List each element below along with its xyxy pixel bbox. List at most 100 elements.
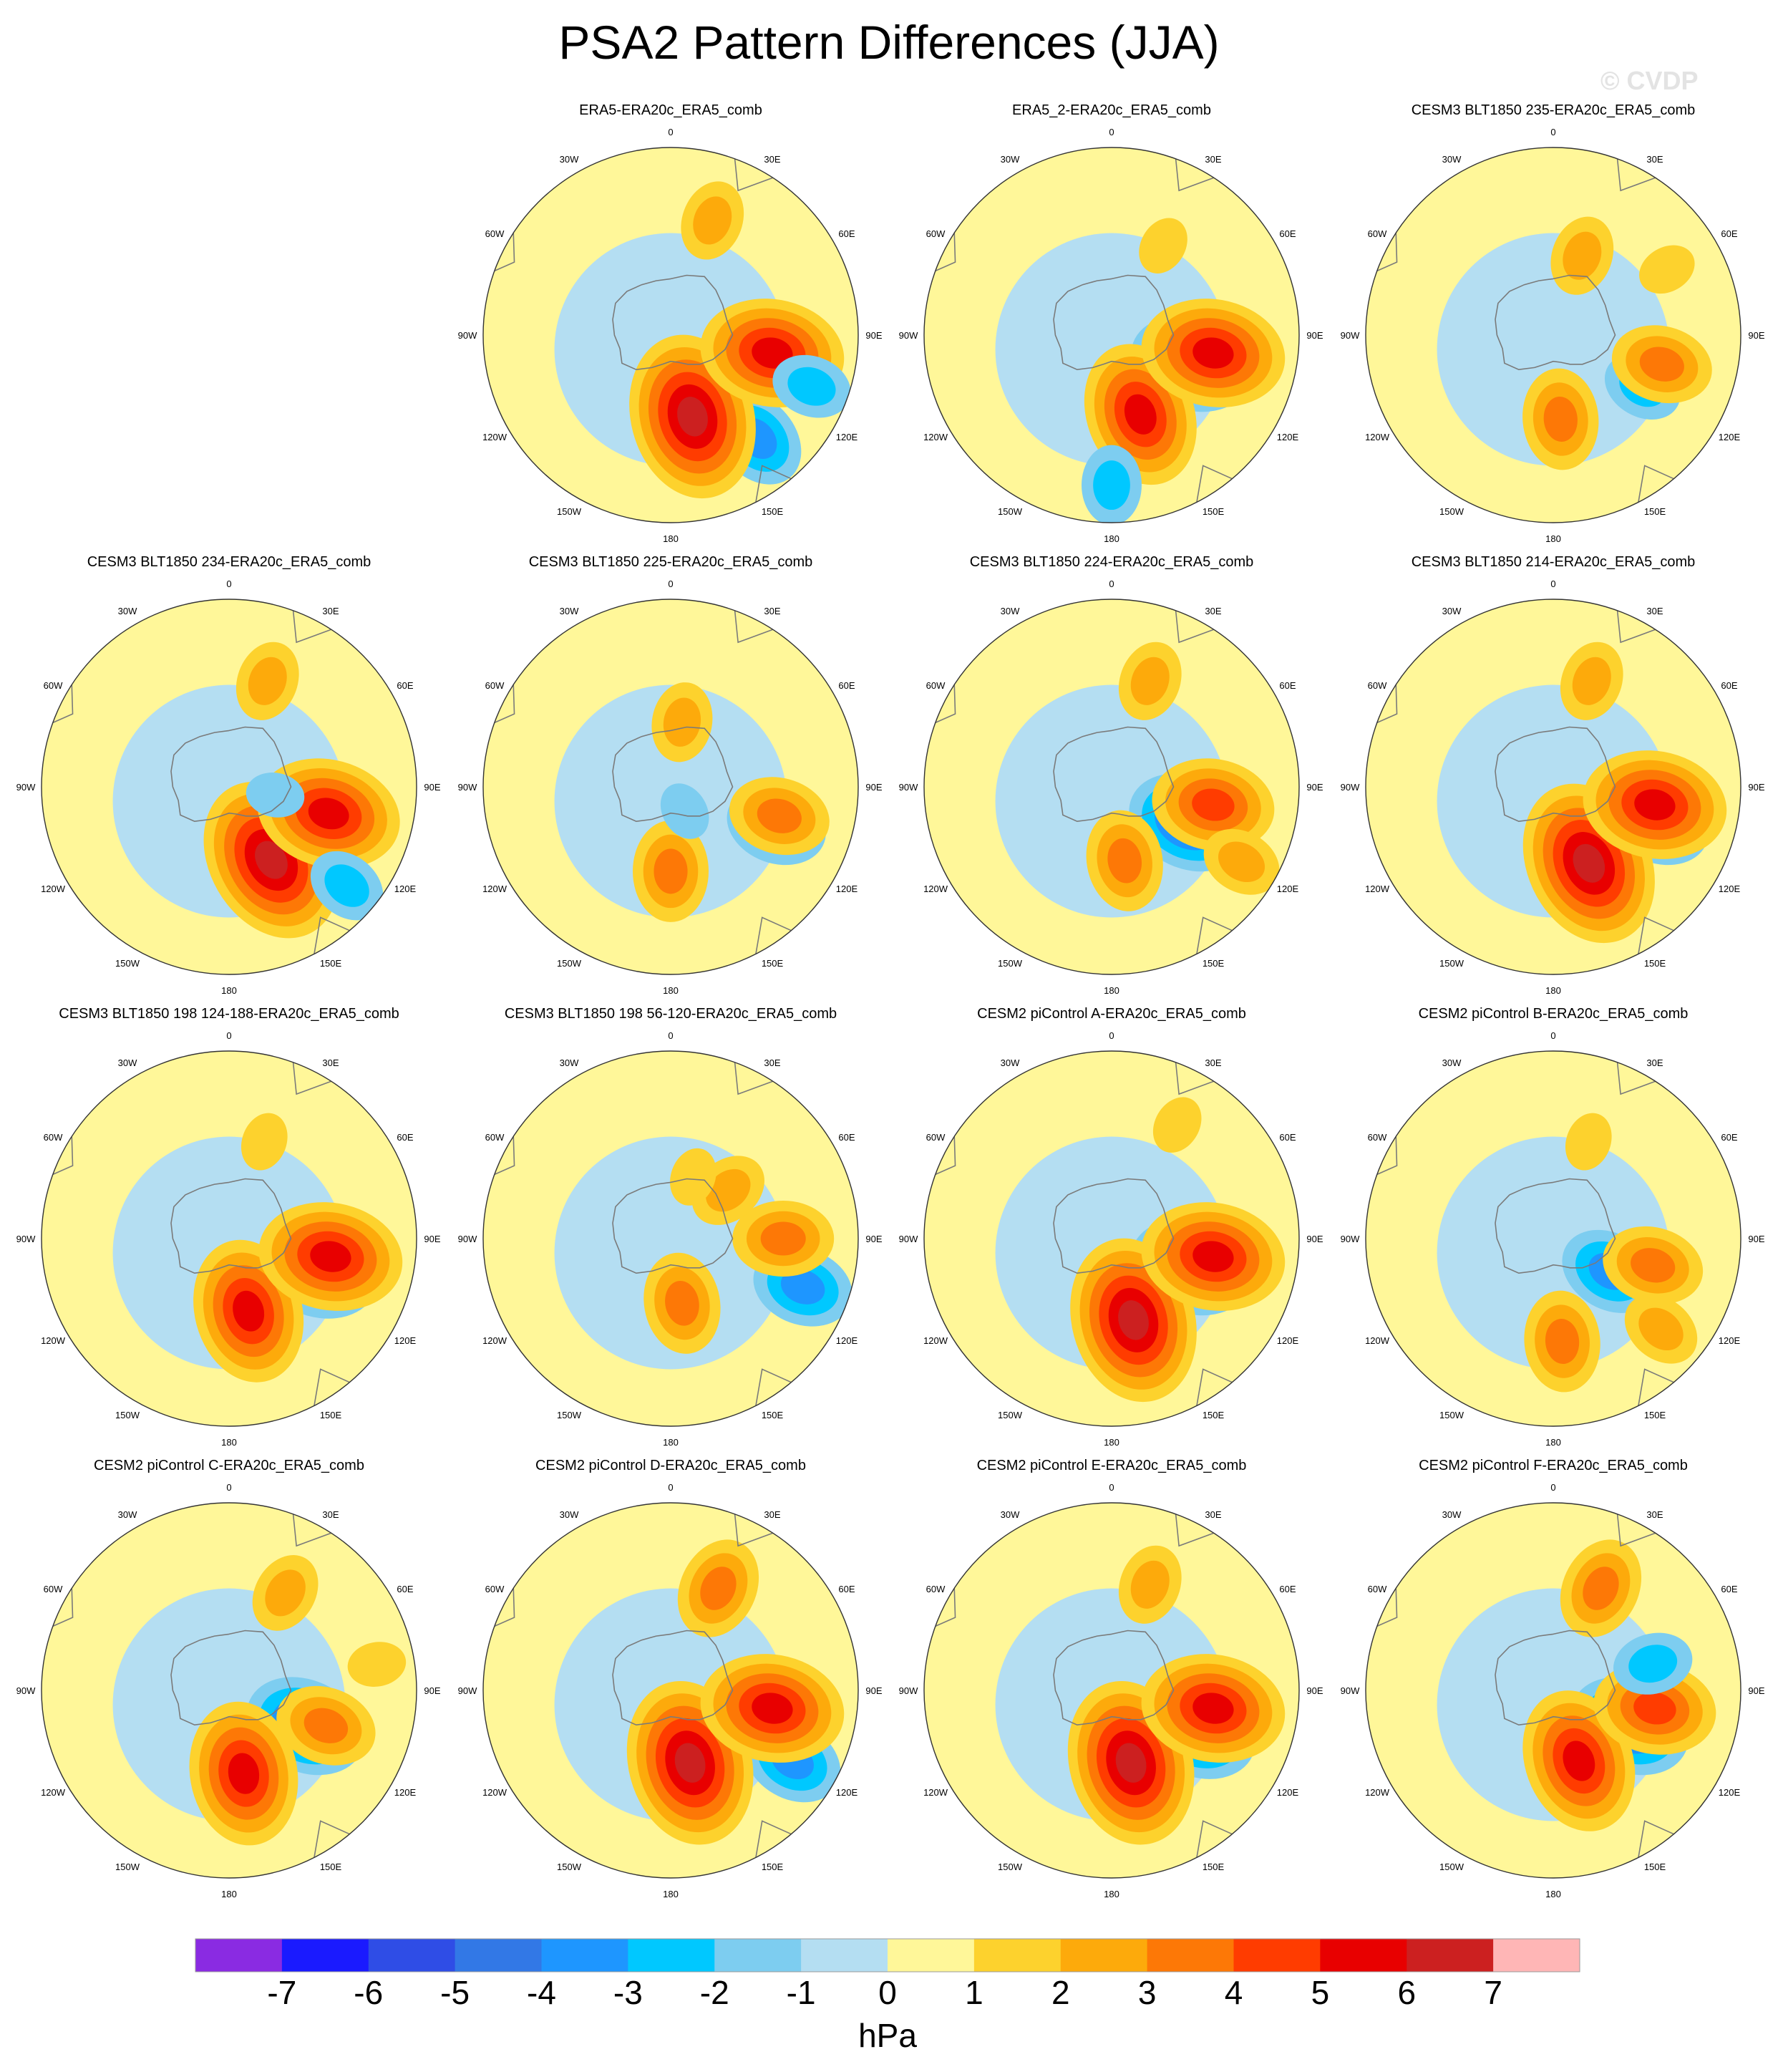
longitude-label: 120W [41,883,66,894]
positive-contour [1563,1741,1595,1781]
positive-contour [752,1693,793,1724]
continent-coastline [1616,610,1656,644]
longitude-label: 150E [762,958,784,969]
colorbar-bin [1147,1939,1234,1972]
longitude-label: 0 [226,1482,231,1493]
negative-contour [324,864,369,907]
longitude-label: 60W [44,1132,63,1143]
positive-contour [654,848,688,894]
polar-map: 0 30E 60E 90E 120E 150E 180 150W 120W 90W 60W 30W [458,127,883,544]
longitude-label: 90E [865,1685,882,1696]
longitude-label: 0 [668,1030,673,1041]
panel-title: CESM2 piControl C-ERA20c_ERA5_comb [94,1458,364,1473]
colorbar-bin [1060,1939,1148,1972]
positive-contour [1192,337,1234,369]
map-boundary [923,1502,1300,1879]
longitude-label: 30W [1001,154,1020,165]
map-panel: CESM3 BLT1850 214-ERA20c_ERA5_comb 0 30E 60… [1331,553,1775,1004]
longitude-label: 120W [482,1335,507,1346]
continent-coastline [292,1514,331,1547]
negative-contour [660,783,709,839]
colorbar-tick-label: -2 [699,1974,729,2011]
antarctica-coastline [1053,726,1175,823]
longitude-label: 150W [1439,1862,1464,1872]
panel-title: CESM2 piControl D-ERA20c_ERA5_comb [535,1458,806,1473]
polar-map: 0 30E 60E 90E 120E 150E 180 150W 120W 90W 60W 30W [458,1030,883,1448]
longitude-label: 0 [1550,1030,1555,1041]
longitude-label: 60E [1279,228,1296,239]
colorbar-bin [973,1939,1062,1972]
longitude-label: 60W [1368,1584,1387,1594]
longitude-label: 150E [1644,1862,1666,1872]
continent-coastline [935,684,956,724]
longitude-label: 60E [1279,680,1296,691]
longitude-label: 120E [394,1787,417,1798]
longitude-label: 150E [320,1862,342,1872]
longitude-label: 30E [1205,1509,1221,1520]
positive-contour [1572,657,1611,705]
map-boundary [482,147,859,523]
longitude-label: 30W [1442,1509,1462,1520]
longitude-label: 180 [1104,985,1119,996]
colorbar-tick-label: 4 [1224,1974,1243,2011]
continent-coastline [1638,1820,1674,1858]
positive-contour [1139,218,1187,273]
longitude-label: 120W [482,432,507,442]
colorbar-bin [368,1939,456,1972]
positive-contour [1115,1743,1147,1783]
panel-title: CESM3 BLT1850 234-ERA20c_ERA5_comb [87,554,371,570]
polar-map: 0 30E 60E 90E 120E 150E 180 150W 120W 90W 60W 30W [458,1482,883,1899]
longitude-label: 150W [115,1410,140,1420]
longitude-label: 150W [557,1410,582,1420]
longitude-label: 30E [1205,1057,1221,1068]
polar-map: 0 30E 60E 90E 120E 150E 180 150W 120W 90W 60W 30W [16,578,441,996]
positive-contour [1107,838,1142,883]
antarctica-coastline [1053,1630,1175,1726]
longitude-label: 180 [221,1437,237,1448]
map-boundary [482,1050,859,1427]
longitude-label: 90E [865,1234,882,1244]
positive-contour [1565,1113,1612,1171]
positive-contour [1152,1097,1202,1153]
antarctica-coastline [1495,1630,1616,1726]
continent-coastline [1376,233,1398,272]
continent-coastline [1196,1820,1233,1858]
polar-map: 0 30E 60E 90E 120E 150E 180 150W 120W 90W 60W 30W [1341,578,1765,996]
panel-title: CESM2 piControl F-ERA20c_ERA5_comb [1419,1458,1688,1473]
longitude-label: 120E [1719,883,1741,894]
polar-map: 0 30E 60E 90E 120E 150E 180 150W 120W 90W 60W 30W [899,1030,1323,1448]
longitude-label: 180 [1545,533,1561,544]
continent-coastline [935,233,956,272]
continent-coastline [1616,1062,1656,1095]
longitude-label: 150W [115,1862,140,1872]
map-panel: CESM3 BLT1850 225-ERA20c_ERA5_comb 0 30E 60… [449,553,893,1004]
longitude-label: 0 [668,127,673,137]
positive-contour [1124,394,1157,435]
positive-contour [757,798,802,833]
longitude-label: 30W [1001,1057,1020,1068]
longitude-label: 150E [1203,958,1225,969]
colorbar-tick-label: -1 [786,1974,816,2011]
longitude-label: 30W [118,1057,137,1068]
continent-coastline [52,684,74,724]
positive-contour [1218,841,1266,883]
continent-coastline [1376,1136,1398,1176]
longitude-label: 60E [1279,1584,1296,1594]
map-panel: CESM2 piControl F-ERA20c_ERA5_comb 0 30E 60… [1331,1457,1775,1908]
map-boundary [923,599,1300,975]
longitude-label: 150W [557,1862,582,1872]
longitude-label: 60E [1279,1132,1296,1143]
longitude-label: 60E [838,680,855,691]
longitude-label: 30E [322,606,339,616]
longitude-label: 90W [16,782,36,793]
panel-title: ERA5_2-ERA20c_ERA5_comb [1012,102,1211,118]
longitude-label: 90W [458,1234,477,1244]
continent-coastline [935,1136,956,1176]
longitude-label: 30W [560,606,579,616]
longitude-label: 60W [44,1584,63,1594]
polar-map: 0 30E 60E 90E 120E 150E 180 150W 120W 90W 60W 30W [899,1482,1323,1899]
longitude-label: 90E [1306,782,1323,793]
positive-contour [308,798,349,830]
positive-contour [1192,788,1235,821]
positive-contour [700,1567,737,1610]
